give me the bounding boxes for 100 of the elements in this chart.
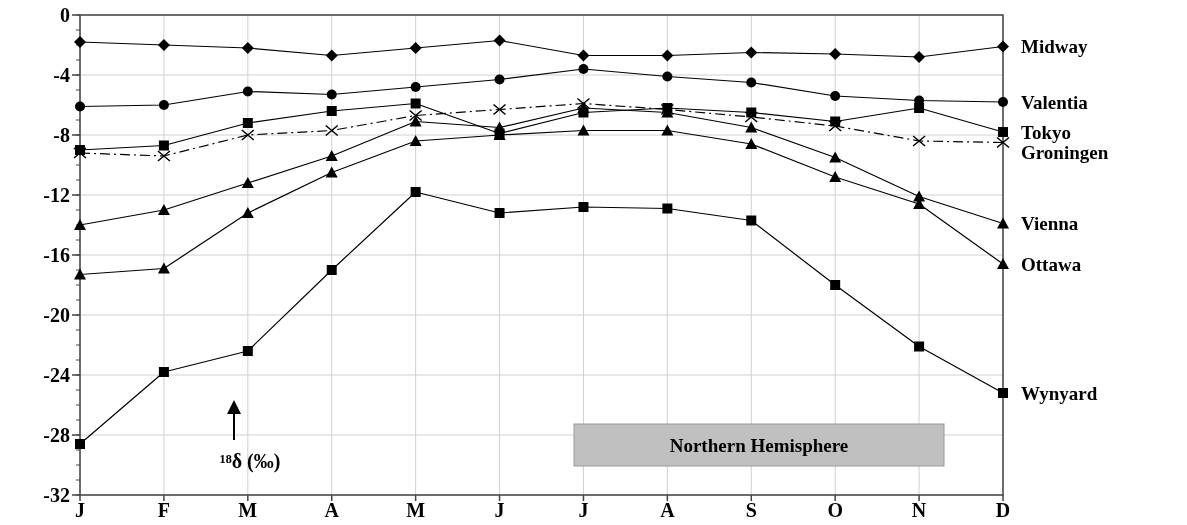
point <box>241 177 254 188</box>
y-tick-label: -16 <box>43 244 70 266</box>
point <box>326 106 337 116</box>
series-label: Ottawa <box>1021 253 1082 275</box>
point <box>492 103 507 116</box>
point <box>662 71 673 82</box>
y-tick-label: -4 <box>53 64 70 86</box>
point <box>997 217 1009 229</box>
point <box>324 124 339 137</box>
point <box>828 120 842 132</box>
series-label: Valentia <box>1021 91 1089 113</box>
x-tick-label: J <box>494 499 505 521</box>
point <box>408 109 423 122</box>
point <box>74 36 86 48</box>
point <box>997 40 1009 53</box>
y-tick-label: -24 <box>43 364 70 386</box>
point <box>74 268 86 280</box>
point <box>577 49 590 62</box>
point <box>661 49 674 62</box>
point <box>157 39 170 51</box>
point <box>998 97 1008 107</box>
y-tick-label: -28 <box>43 424 70 446</box>
point <box>157 204 170 215</box>
x-tick-label: M <box>406 499 426 521</box>
point <box>409 115 422 127</box>
point <box>829 151 842 163</box>
point <box>410 82 421 92</box>
point <box>662 203 673 214</box>
y-tick-label: -32 <box>43 484 70 506</box>
x-tick-label: A <box>660 499 676 521</box>
point <box>242 86 253 97</box>
point <box>914 103 925 113</box>
point <box>409 135 422 146</box>
point <box>998 388 1008 398</box>
y-tick-label: -12 <box>43 184 70 206</box>
point <box>661 124 674 136</box>
x-tick-label: A <box>324 499 340 521</box>
point <box>241 129 255 141</box>
x-tick-label: M <box>238 499 258 521</box>
point <box>326 265 337 275</box>
point <box>493 34 506 47</box>
point <box>744 111 759 123</box>
x-tick-label: N <box>911 499 927 521</box>
annotation: ¹⁸δ (‰) <box>219 450 281 473</box>
x-tick-label: S <box>745 499 757 521</box>
point <box>745 138 758 149</box>
point <box>745 121 758 133</box>
point <box>75 439 85 449</box>
point <box>997 258 1009 269</box>
point <box>241 42 254 54</box>
x-tick-label: J <box>578 499 589 521</box>
y-tick-label: -8 <box>53 124 70 146</box>
point <box>830 91 841 101</box>
point <box>494 208 505 218</box>
point <box>158 367 169 377</box>
point <box>410 98 421 109</box>
point <box>914 341 925 352</box>
point <box>326 89 337 100</box>
point <box>409 42 422 54</box>
point <box>578 64 589 74</box>
point <box>996 136 1010 149</box>
point <box>410 187 421 197</box>
point <box>241 207 254 218</box>
point <box>576 97 591 110</box>
point <box>75 101 85 112</box>
point <box>325 150 338 161</box>
point <box>494 74 505 85</box>
y-tick-label: 0 <box>60 4 70 26</box>
point <box>577 102 590 113</box>
point <box>829 171 842 182</box>
series-label: Wynyard <box>1021 382 1098 404</box>
point <box>913 51 926 63</box>
point <box>158 140 169 151</box>
point <box>242 346 253 356</box>
point <box>912 135 926 147</box>
point <box>745 46 758 59</box>
annotation: Northern Hemisphere <box>669 434 849 456</box>
point <box>325 49 338 62</box>
point <box>74 219 86 230</box>
point <box>746 77 757 88</box>
point <box>830 280 841 290</box>
point <box>158 100 169 110</box>
point <box>829 48 842 60</box>
point <box>746 215 757 226</box>
point <box>157 262 170 274</box>
point <box>73 147 87 159</box>
point <box>578 202 589 212</box>
y-tick-label: -20 <box>43 304 70 326</box>
point <box>157 150 171 162</box>
series-label: Vienna <box>1021 213 1079 235</box>
x-tick-label: D <box>995 499 1011 521</box>
point <box>577 124 590 136</box>
point <box>242 118 253 128</box>
x-tick-label: O <box>827 499 843 521</box>
x-tick-label: J <box>75 499 85 521</box>
series-label: Midway <box>1021 36 1088 58</box>
x-tick-label: F <box>157 499 171 521</box>
point <box>325 166 338 178</box>
point <box>998 127 1008 137</box>
series-label: Tokyo <box>1021 121 1071 143</box>
